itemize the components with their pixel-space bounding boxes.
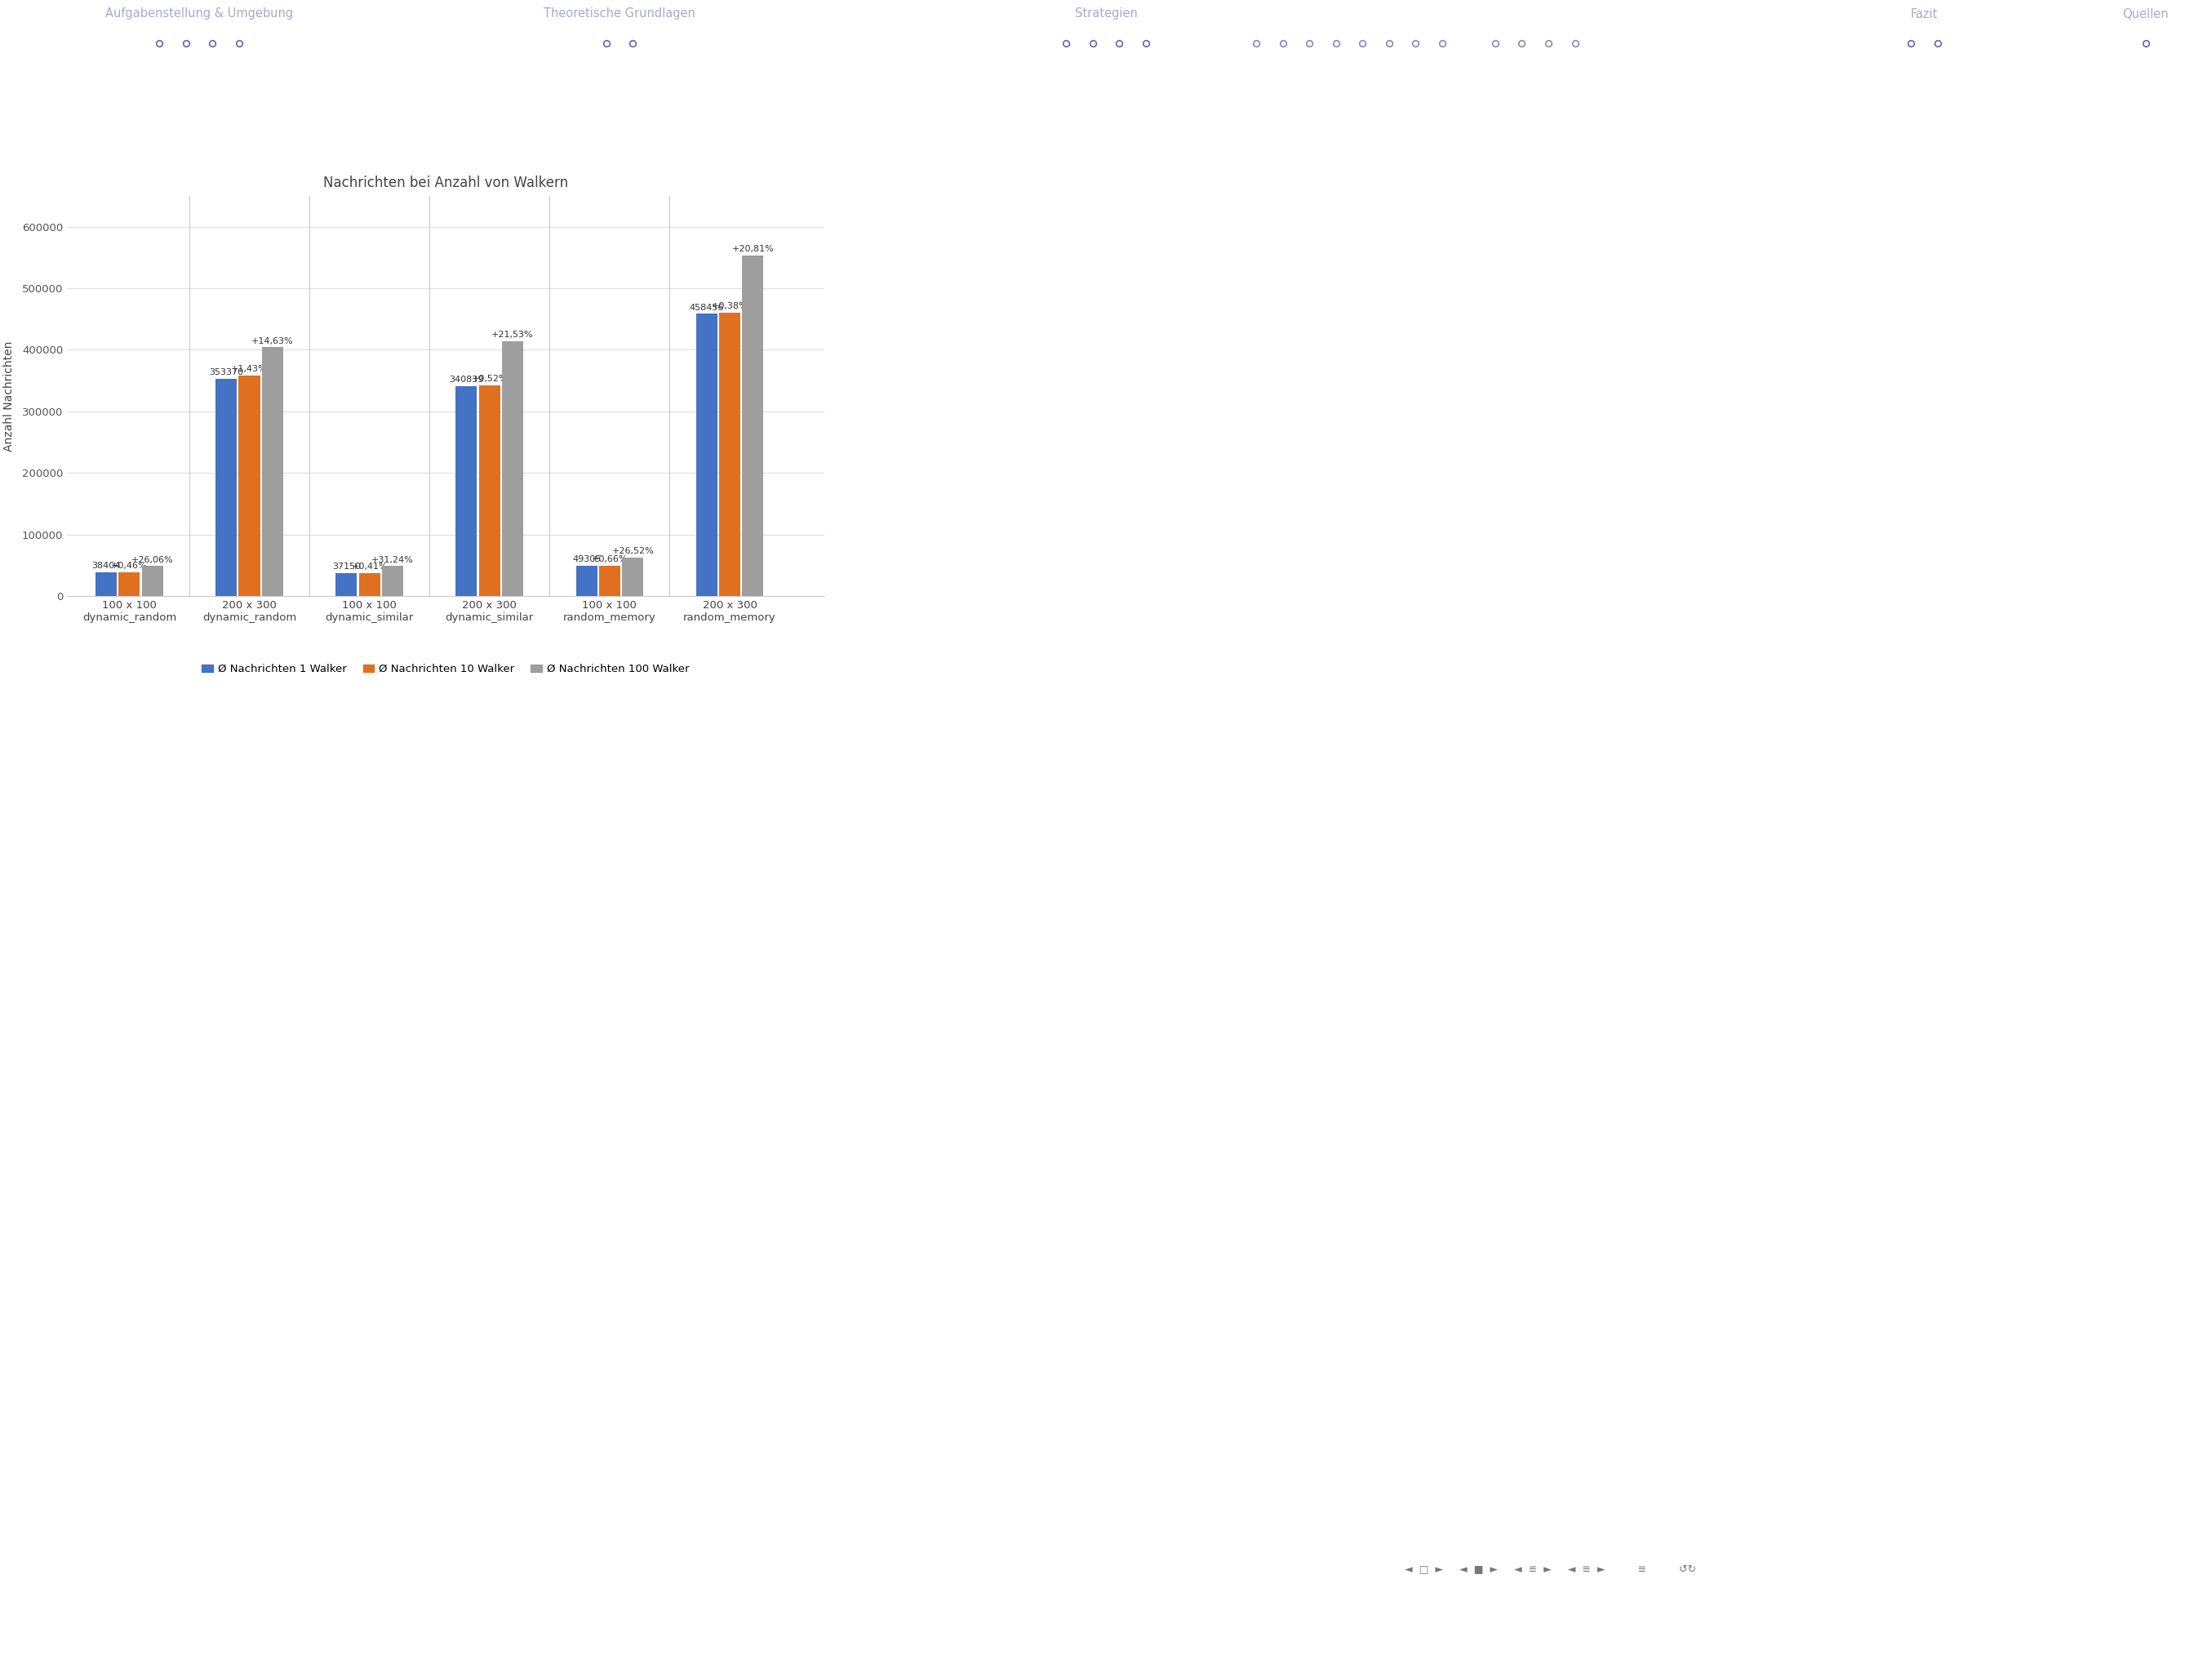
Text: 38404: 38404 xyxy=(91,562,122,571)
Bar xyxy=(743,255,763,596)
Text: Fachpraktikum NVNI: Torus, Dynamic Structures: Fachpraktikum NVNI: Torus, Dynamic Struc… xyxy=(40,1631,409,1646)
Title: Nachrichten bei Anzahl von Walkern: Nachrichten bei Anzahl von Walkern xyxy=(323,176,568,191)
Text: +26,52%: +26,52% xyxy=(611,547,655,556)
Bar xyxy=(456,387,478,596)
Text: 37150: 37150 xyxy=(332,562,361,571)
Text: Quellen: Quellen xyxy=(2124,8,2168,20)
Bar xyxy=(599,566,619,596)
Text: Parameter:  Anzahl der Walker: Parameter: Anzahl der Walker xyxy=(62,78,684,118)
Text: +0,41%: +0,41% xyxy=(352,562,387,571)
Text: +0,46%: +0,46% xyxy=(111,562,148,571)
Bar xyxy=(575,566,597,596)
Text: +1,43%: +1,43% xyxy=(232,365,268,373)
Bar xyxy=(502,342,524,596)
Text: Aufgabenstellung & Umgebung: Aufgabenstellung & Umgebung xyxy=(106,8,292,20)
Text: +0,38%: +0,38% xyxy=(712,302,748,310)
Y-axis label: Anzahl Nachrichten: Anzahl Nachrichten xyxy=(4,340,15,451)
Text: +20,81%: +20,81% xyxy=(732,246,774,254)
Bar xyxy=(719,314,741,596)
Bar xyxy=(336,572,356,596)
Bar xyxy=(480,385,500,596)
Legend: Ø Nachrichten 1 Walker, Ø Nachrichten 10 Walker, Ø Nachrichten 100 Walker: Ø Nachrichten 1 Walker, Ø Nachrichten 10… xyxy=(197,659,695,679)
Text: 353370: 353370 xyxy=(210,368,243,377)
Text: +0,66%: +0,66% xyxy=(591,556,628,564)
Text: Strategien: Strategien xyxy=(1075,8,1137,20)
Text: +14,63%: +14,63% xyxy=(252,337,294,345)
Bar xyxy=(697,314,717,596)
Bar xyxy=(261,347,283,596)
Text: 340839: 340839 xyxy=(449,377,484,385)
Text: Fazit: Fazit xyxy=(1911,8,1938,20)
Text: 458456: 458456 xyxy=(690,304,723,312)
Bar xyxy=(95,572,117,596)
Text: +21,53%: +21,53% xyxy=(491,330,533,338)
Text: +26,06%: +26,06% xyxy=(131,556,173,564)
Bar xyxy=(358,572,380,596)
Text: Theoretische Grundlagen: Theoretische Grundlagen xyxy=(544,8,695,20)
Text: Fernuniversität in Hagen: Fernuniversität in Hagen xyxy=(1982,1616,2172,1631)
Bar xyxy=(119,572,139,596)
Text: +0,52%: +0,52% xyxy=(471,375,509,383)
Bar xyxy=(239,375,261,596)
Bar xyxy=(383,566,403,596)
Bar xyxy=(622,557,644,596)
Text: Auswertung: Auswertung xyxy=(1376,8,1455,20)
Text: +31,24%: +31,24% xyxy=(372,556,414,564)
Bar xyxy=(142,566,164,596)
Text: Lars Landsbek & Theodor Diesner-Mayer: Lars Landsbek & Theodor Diesner-Mayer xyxy=(40,1601,352,1616)
Text: ◄  □  ►     ◄  ■  ►     ◄  ≡  ►     ◄  ≡  ►          ≡          ↺↻: ◄ □ ► ◄ ■ ► ◄ ≡ ► ◄ ≡ ► ≡ ↺↻ xyxy=(1405,1564,1697,1574)
Bar xyxy=(215,378,237,596)
Text: 49305: 49305 xyxy=(573,556,602,564)
